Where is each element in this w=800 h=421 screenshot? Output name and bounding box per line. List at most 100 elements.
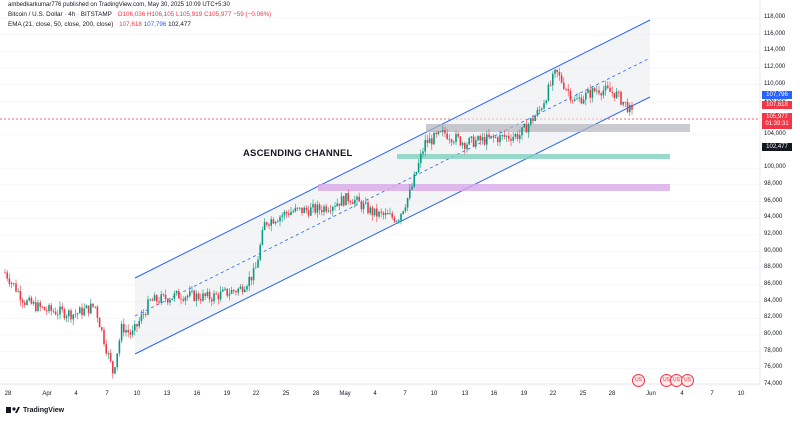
candle-up (28, 297, 30, 301)
candle-up (530, 118, 532, 125)
candle-down (35, 301, 37, 312)
candle-up (406, 198, 409, 208)
candle-down (367, 202, 369, 214)
candle-down (156, 295, 158, 302)
candle-down (435, 132, 437, 135)
candle-down (8, 278, 11, 284)
candle-down (567, 89, 569, 91)
candle-down (52, 310, 55, 312)
candle-down (63, 309, 66, 319)
candle-up (615, 91, 618, 98)
candle-up (283, 211, 286, 216)
candle-down (285, 211, 288, 214)
time-tick-label: 16 (490, 391, 498, 397)
candle-down (549, 84, 552, 86)
candle-up (398, 220, 400, 222)
candle-up (494, 137, 497, 139)
candle-up (362, 203, 365, 210)
candle-up (420, 153, 422, 163)
candle-up (505, 135, 508, 137)
candle-down (81, 307, 83, 316)
time-tick-label: 28 (608, 391, 616, 397)
candle-down (19, 290, 22, 301)
candle-down (387, 213, 389, 215)
candle-up (477, 136, 479, 141)
candle-down (618, 91, 620, 93)
candle-up (622, 101, 624, 105)
candle-down (268, 224, 270, 226)
candle-down (151, 299, 154, 301)
candle-up (90, 303, 92, 314)
time-tick-label: 13 (163, 391, 171, 397)
candle-up (453, 141, 455, 143)
candle-down (611, 91, 613, 93)
candle-up (171, 298, 173, 301)
last-price-badge: 105,977 01:39:31 (762, 113, 792, 129)
candle-down (613, 92, 616, 98)
candle-down (43, 307, 46, 311)
candle-up (591, 88, 594, 98)
price-tick-label: 92,000 (764, 230, 783, 237)
tradingview-logo[interactable]: TradingView (6, 406, 64, 414)
candle-up (541, 108, 543, 110)
candle-down (508, 135, 510, 139)
candle-down (307, 210, 310, 216)
us-flag-event-icon[interactable]: US (660, 374, 673, 387)
candle-up (147, 299, 149, 315)
channel-lower-line (134, 96, 651, 355)
candle-down (382, 212, 385, 215)
candle-up (373, 208, 376, 216)
candle-down (50, 305, 52, 311)
candle-up (554, 69, 556, 75)
price-tick-label: 84,000 (764, 297, 783, 304)
candle-up (470, 136, 473, 139)
candle-up (239, 286, 242, 289)
candle-down (560, 75, 563, 83)
candle-up (534, 115, 536, 121)
candle-up (501, 135, 503, 136)
us-flag-event-icon[interactable]: US (681, 374, 694, 387)
candle-down (105, 344, 107, 354)
candle-up (59, 306, 61, 315)
candle-up (10, 283, 13, 284)
candle-down (558, 72, 561, 76)
gray-zone (426, 124, 690, 132)
candle-up (596, 90, 598, 92)
candle-up (17, 290, 19, 292)
candle-up (519, 135, 521, 139)
candle-up (576, 98, 578, 100)
time-tick-label: 22 (252, 391, 260, 397)
candle-up (409, 189, 411, 199)
price-tick-label: 100,000 (764, 164, 786, 171)
price-candles (4, 67, 633, 379)
candle-down (360, 201, 363, 210)
candle-down (321, 210, 323, 213)
ascending-channel-label: ASCENDING CHANNEL (243, 148, 353, 159)
ema-label[interactable]: EMA (21, close, 50, close, 200, close) (8, 21, 114, 28)
candle-down (329, 210, 332, 212)
candle-up (574, 99, 576, 101)
us-flag-event-icon[interactable]: US (632, 374, 645, 387)
candle-down (235, 291, 237, 293)
time-tick-label: 25 (282, 391, 290, 397)
candle-down (624, 101, 627, 103)
price-tick-label: 88,000 (764, 264, 783, 271)
candle-up (189, 291, 191, 296)
candle-down (376, 208, 378, 217)
candle-down (472, 136, 475, 147)
candle-down (200, 299, 202, 301)
candle-down (532, 118, 534, 121)
candle-down (580, 97, 583, 104)
candle-up (72, 314, 74, 320)
candle-down (349, 201, 352, 203)
candle-down (525, 123, 528, 133)
symbol-name[interactable]: Bitcoin / U.S. Dollar · 4h · BITSTAMP (8, 11, 112, 18)
candle-up (173, 293, 176, 299)
candle-up (292, 211, 294, 213)
ema200-badge: 102,477 (762, 143, 792, 151)
candle-down (13, 283, 15, 284)
candle-up (76, 313, 79, 315)
candle-up (169, 300, 171, 303)
candle-up (257, 259, 259, 268)
